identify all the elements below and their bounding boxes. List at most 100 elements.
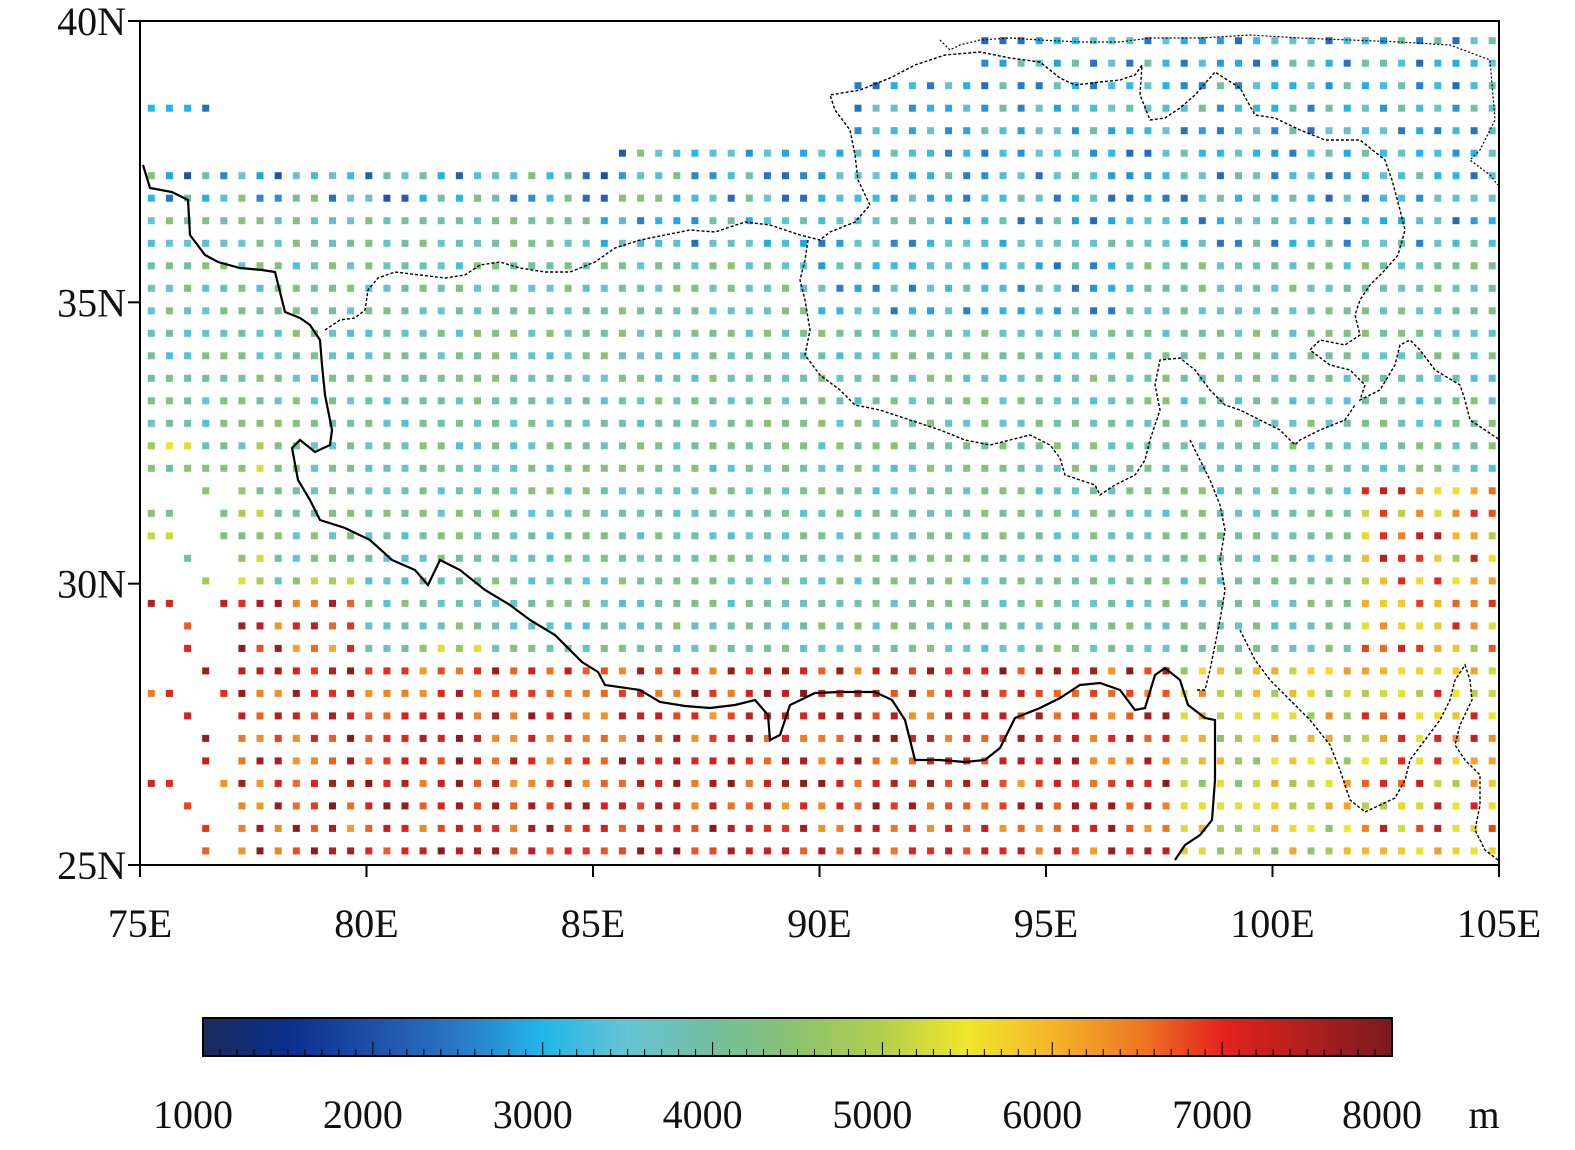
grid-cell	[800, 284, 808, 292]
grid-cell	[238, 712, 246, 720]
grid-cell	[890, 262, 898, 270]
grid-cell	[310, 622, 318, 630]
grid-cell	[1361, 847, 1369, 855]
grid-cell	[1198, 644, 1206, 652]
grid-cell	[655, 509, 663, 517]
grid-cell	[220, 217, 228, 225]
grid-cell	[745, 464, 753, 472]
grid-cell	[1307, 532, 1315, 540]
grid-cell	[1361, 149, 1369, 157]
grid-cell	[292, 734, 300, 742]
grid-cell	[908, 397, 916, 405]
grid-cell	[401, 419, 409, 427]
grid-cell	[401, 577, 409, 585]
grid-cell	[908, 127, 916, 135]
grid-cell	[474, 667, 481, 675]
grid-cell	[1470, 847, 1478, 855]
grid-cell	[1126, 149, 1134, 157]
grid-cell	[1144, 644, 1152, 652]
grid-cell	[890, 352, 898, 360]
grid-cell	[963, 644, 971, 652]
grid-cell	[1452, 217, 1460, 225]
grid-cell	[600, 419, 608, 427]
grid-cell	[1380, 779, 1387, 787]
grid-cell	[945, 667, 953, 675]
grid-cell	[1398, 644, 1406, 652]
grid-cell	[745, 802, 753, 810]
grid-cell	[310, 577, 318, 585]
grid-cell	[292, 824, 300, 832]
grid-cell	[1235, 104, 1242, 112]
grid-cell	[1307, 82, 1315, 90]
grid-cell	[1162, 352, 1170, 360]
grid-cell	[1017, 464, 1025, 472]
grid-cell	[1180, 577, 1188, 585]
grid-cell	[419, 667, 427, 675]
grid-cell	[673, 824, 681, 832]
grid-cell	[927, 172, 934, 180]
grid-cell	[637, 149, 645, 157]
grid-cell	[1126, 59, 1134, 67]
grid-cell	[238, 847, 246, 855]
grid-cell	[945, 82, 953, 90]
grid-cell	[1180, 329, 1188, 337]
grid-cell	[147, 419, 155, 427]
grid-cell	[673, 667, 681, 675]
grid-cell	[329, 217, 336, 225]
grid-cell	[546, 599, 554, 607]
grid-cell	[1162, 644, 1170, 652]
grid-cell	[329, 644, 336, 652]
grid-cell	[981, 149, 989, 157]
grid-cell	[709, 149, 717, 157]
grid-cell	[1470, 487, 1478, 495]
grid-cell	[691, 284, 699, 292]
grid-cell	[329, 239, 336, 247]
grid-cell	[1035, 307, 1043, 315]
grid-cell	[1126, 577, 1134, 585]
grid-cell	[927, 487, 934, 495]
grid-cell	[890, 329, 898, 337]
grid-cell	[383, 329, 391, 337]
grid-cell	[637, 509, 645, 517]
grid-cell	[1325, 37, 1333, 45]
grid-cell	[1216, 284, 1224, 292]
grid-cell	[329, 419, 336, 427]
grid-cell	[836, 352, 844, 360]
grid-cell	[999, 397, 1007, 405]
grid-cell	[999, 802, 1007, 810]
grid-cell	[510, 689, 518, 697]
grid-cell	[890, 419, 898, 427]
grid-cell	[1380, 397, 1387, 405]
grid-cell	[274, 329, 282, 337]
grid-cell	[691, 397, 699, 405]
grid-cell	[1162, 779, 1170, 787]
grid-cell	[310, 779, 318, 787]
grid-cell	[763, 667, 771, 675]
grid-cell	[365, 284, 373, 292]
grid-cell	[637, 554, 645, 562]
grid-cell	[854, 599, 862, 607]
grid-cell	[292, 554, 300, 562]
grid-cell	[165, 239, 173, 247]
grid-cell	[818, 532, 826, 540]
grid-cell	[872, 487, 880, 495]
grid-cell	[1343, 712, 1351, 720]
grid-cell	[401, 847, 409, 855]
grid-cell	[999, 734, 1007, 742]
grid-cell	[1398, 194, 1406, 202]
grid-cell	[419, 352, 427, 360]
grid-cell	[1053, 802, 1061, 810]
grid-cell	[1434, 757, 1442, 765]
grid-cell	[854, 644, 862, 652]
grid-cell	[981, 577, 989, 585]
grid-cell	[1271, 82, 1279, 90]
grid-cell	[927, 374, 934, 382]
grid-cell	[1053, 104, 1061, 112]
grid-cell	[1488, 644, 1496, 652]
grid-cell	[691, 712, 699, 720]
grid-cell	[564, 262, 572, 270]
grid-cell	[745, 689, 753, 697]
grid-cell	[1180, 509, 1188, 517]
grid-cell	[1053, 824, 1061, 832]
grid-cell	[310, 757, 318, 765]
